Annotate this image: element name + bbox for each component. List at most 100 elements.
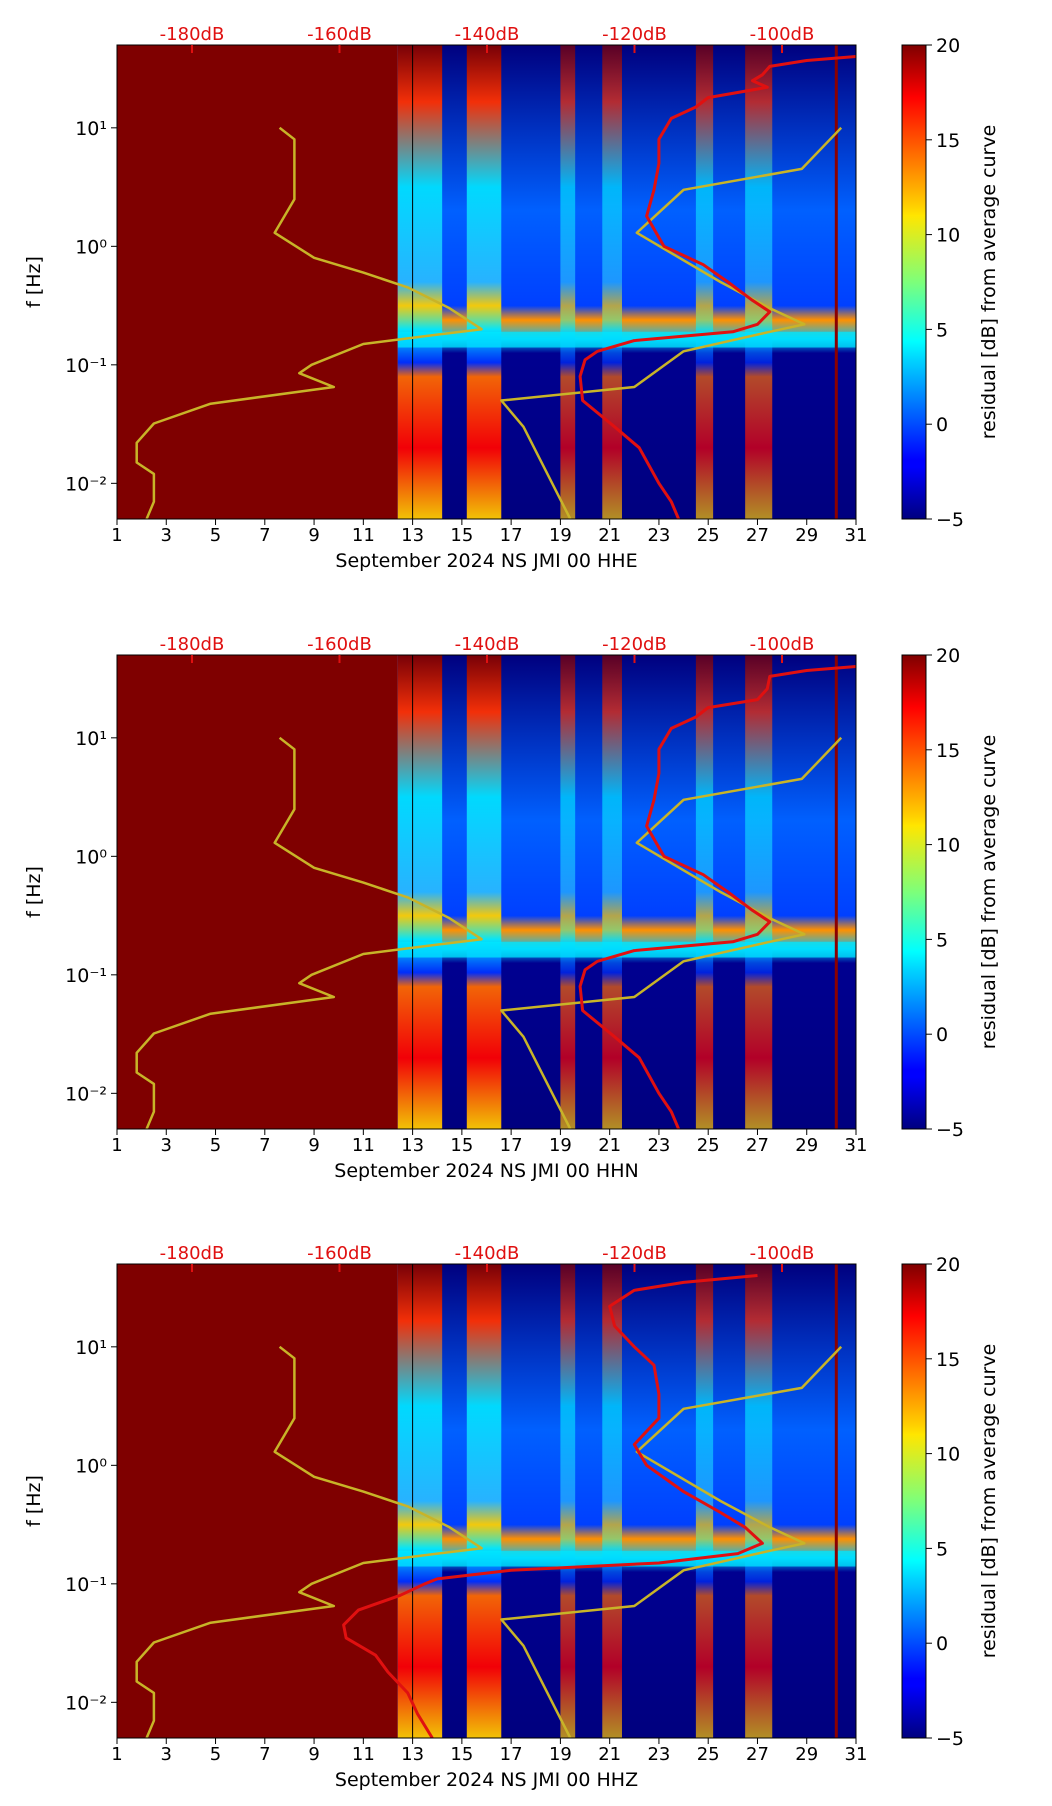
microseism-band — [397, 331, 856, 348]
y-tick-label: 10¹ — [75, 1337, 107, 1359]
colorbar-tick-label: 15 — [936, 1349, 960, 1371]
x-tick-label: 27 — [746, 1135, 769, 1156]
db-axis-label: -140dB — [455, 1243, 520, 1264]
db-axis-label: -100dB — [750, 1243, 815, 1264]
activity-band — [695, 1264, 714, 1738]
x-tick-label: 19 — [549, 1135, 572, 1156]
spectrogram-background — [397, 45, 856, 519]
microseism-band — [397, 1550, 856, 1567]
x-tick-label: 19 — [549, 1744, 572, 1765]
x-tick-label: 27 — [746, 1744, 769, 1765]
x-tick-label: 13 — [401, 1135, 424, 1156]
chart-panel-2: 1 3 5 7 9 11 13 15 17 19 21 23 25 27 29 3110⁻²10⁻¹10⁰10… — [23, 634, 1000, 1182]
x-tick-label: 31 — [845, 525, 868, 546]
colorbar-tick-label: 10 — [936, 225, 960, 247]
y-tick-label: 10⁰ — [75, 846, 107, 868]
colorbar — [901, 1263, 927, 1739]
plot-area — [117, 1264, 856, 1738]
x-tick-label: 7 — [259, 1135, 270, 1156]
spectrogram-background — [397, 1264, 856, 1738]
series-line-3 — [342, 1274, 764, 1738]
y-tick-label: 10⁰ — [75, 1455, 107, 1477]
y-tick-label: 10⁻² — [65, 473, 107, 495]
db-axis-label: -140dB — [455, 634, 520, 655]
x-tick-label: 27 — [746, 525, 769, 546]
x-tick-label: 25 — [697, 525, 720, 546]
y-axis-label: f [Hz] — [23, 866, 45, 918]
activity-band — [745, 655, 773, 1129]
colorbar-tick-label: 10 — [936, 835, 960, 857]
colorbar-tick-label: 20 — [936, 645, 960, 667]
db-axis-label: -180dB — [160, 24, 225, 45]
x-tick-label: 15 — [450, 1135, 473, 1156]
y-axis-label: f [Hz] — [23, 1475, 45, 1527]
db-axis-label: -120dB — [602, 634, 667, 655]
x-tick-label: 23 — [647, 525, 670, 546]
x-tick-label: 29 — [795, 525, 818, 546]
y-tick-label: 10⁻¹ — [65, 1574, 107, 1596]
colorbar-tick-label: 10 — [936, 1444, 960, 1466]
x-tick-label: 11 — [352, 1135, 375, 1156]
colorbar-tick-label: 5 — [936, 929, 948, 951]
x-tick-label: 1 — [111, 525, 122, 546]
db-axis-label: -180dB — [160, 634, 225, 655]
activity-band — [695, 45, 714, 519]
x-axis-label: September 2024 NS JMI 00 HHN — [334, 1160, 638, 1182]
db-axis-label: -180dB — [160, 1243, 225, 1264]
db-axis-label: -160dB — [307, 1243, 372, 1264]
x-tick-label: 29 — [795, 1135, 818, 1156]
activity-band — [560, 655, 576, 1129]
y-tick-label: 10⁻¹ — [65, 355, 107, 377]
colorbar-tick-label: 15 — [936, 130, 960, 152]
colorbar — [901, 44, 927, 520]
activity-band — [695, 655, 714, 1129]
x-tick-label: 13 — [401, 525, 424, 546]
no-data-region — [117, 45, 398, 519]
colorbar-tick-label: 0 — [936, 1633, 948, 1655]
x-tick-label: 25 — [697, 1744, 720, 1765]
no-data-region — [117, 1264, 398, 1738]
series-line-1 — [135, 736, 483, 1129]
activity-band — [560, 45, 576, 519]
activity-band — [602, 45, 622, 519]
series-line-2 — [500, 1345, 843, 1738]
y-tick-label: 10¹ — [75, 728, 107, 750]
x-tick-label: 21 — [598, 525, 621, 546]
activity-band — [466, 655, 502, 1129]
series-line-1 — [135, 1345, 483, 1738]
plot-area — [117, 45, 856, 519]
colorbar-tick-label: −5 — [936, 1119, 964, 1141]
chart-panel-1: 1 3 5 7 9 11 13 15 17 19 21 23 25 27 29 3110⁻²10⁻¹10⁰10… — [23, 24, 1000, 572]
x-axis-label: September 2024 NS JMI 00 HHE — [335, 550, 637, 572]
colorbar-tick-label: 20 — [936, 1254, 960, 1276]
x-tick-label: 31 — [845, 1744, 868, 1765]
colorbar-tick-label: −5 — [936, 1728, 964, 1750]
x-tick-label: 5 — [210, 1135, 221, 1156]
activity-band — [466, 45, 502, 519]
series-line-2 — [500, 126, 843, 519]
x-tick-label: 11 — [352, 1744, 375, 1765]
colorbar-tick-label: 0 — [936, 414, 948, 436]
y-axis-label: f [Hz] — [23, 256, 45, 308]
activity-band — [602, 1264, 622, 1738]
y-tick-label: 10⁻¹ — [65, 965, 107, 987]
x-tick-label: 15 — [450, 525, 473, 546]
x-tick-label: 5 — [210, 525, 221, 546]
colorbar-tick-label: 0 — [936, 1024, 948, 1046]
x-tick-label: 11 — [352, 525, 375, 546]
db-axis-label: -140dB — [455, 24, 520, 45]
db-axis-label: -120dB — [602, 1243, 667, 1264]
colorbar-label: residual [dB] from average curve — [978, 1344, 1000, 1659]
colorbar-label: residual [dB] from average curve — [978, 735, 1000, 1050]
colorbar-tick-label: 5 — [936, 1538, 948, 1560]
x-tick-label: 3 — [161, 1744, 172, 1765]
x-tick-label: 1 — [111, 1744, 122, 1765]
activity-band — [602, 655, 622, 1129]
db-axis-label: -100dB — [750, 24, 815, 45]
series-line-2 — [500, 736, 843, 1129]
y-tick-label: 10⁻² — [65, 1083, 107, 1105]
x-tick-label: 31 — [845, 1135, 868, 1156]
x-tick-label: 25 — [697, 1135, 720, 1156]
x-tick-label: 5 — [210, 1744, 221, 1765]
series-line-3 — [578, 55, 856, 519]
